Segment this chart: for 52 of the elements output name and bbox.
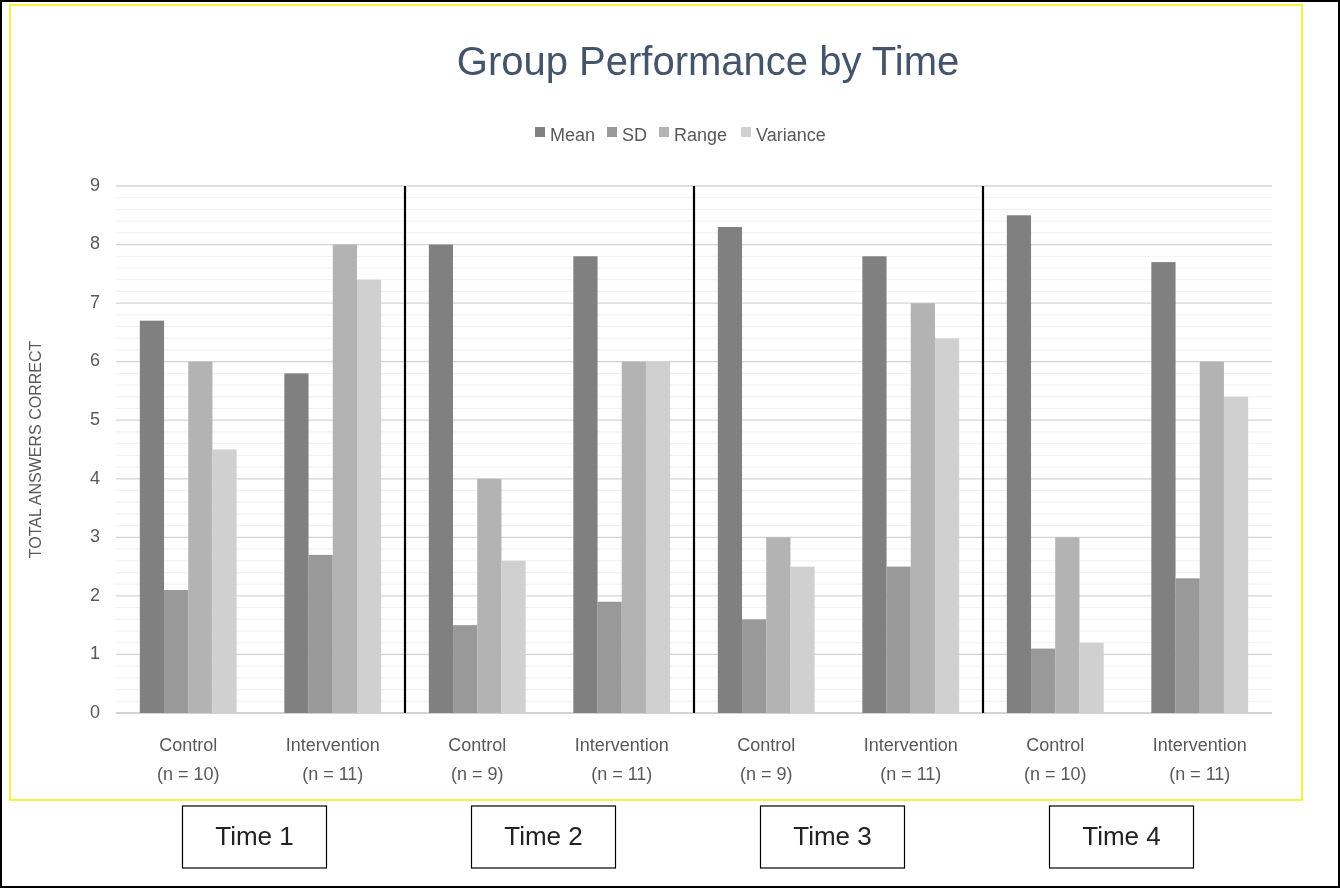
bar [910, 303, 935, 713]
bar [1175, 578, 1200, 713]
y-tick-label: 6 [89, 350, 100, 371]
y-tick-label: 9 [89, 174, 100, 195]
legend-label: SD [622, 124, 648, 145]
bar [717, 226, 743, 713]
text: Time 1 [215, 820, 294, 851]
x-tick-label: Intervention (n = 11) [574, 735, 669, 784]
bar [164, 590, 189, 713]
y-tick-label: 2 [89, 584, 100, 605]
y-tick-label: 0 [89, 701, 100, 722]
x-tick-label: Intervention (n = 11) [285, 735, 380, 784]
bar [621, 361, 646, 713]
bar [308, 554, 333, 713]
bar [886, 566, 911, 713]
bar [139, 320, 165, 713]
bar [1006, 215, 1032, 713]
bar [284, 373, 309, 713]
bar [428, 244, 454, 713]
text: Time 4 [1082, 820, 1161, 851]
y-axis-title: TOTAL ANSWERS CORRECT [27, 340, 44, 559]
text: Time 3 [793, 820, 872, 851]
bar [573, 256, 598, 713]
x-tick-label: Intervention (n = 11) [863, 735, 958, 784]
chart-title: Group Performance by Time [456, 39, 960, 83]
x-tick-label: Control (n = 10) [156, 735, 220, 784]
y-tick-label: 8 [89, 233, 100, 254]
bar [332, 244, 357, 713]
text: Time 2 [504, 820, 583, 851]
bar [453, 625, 478, 713]
x-tick-label: Control (n = 9) [737, 735, 796, 784]
bar [766, 537, 791, 713]
y-tick-label: 3 [89, 526, 100, 547]
bar [188, 361, 213, 713]
legend-label: Range [674, 124, 728, 145]
y-tick-label: 4 [89, 467, 100, 488]
legend-label: Variance [756, 124, 826, 145]
y-tick-label: 7 [89, 291, 100, 312]
y-tick-label: 5 [89, 408, 100, 429]
bar [477, 478, 502, 713]
x-tick-label: Control (n = 9) [448, 735, 507, 784]
bar [742, 619, 767, 713]
x-tick-label: Intervention (n = 11) [1152, 735, 1247, 784]
bar [597, 601, 622, 713]
bar [1151, 262, 1176, 713]
bar [862, 256, 887, 713]
bar [1031, 648, 1056, 713]
legend-label: Mean [550, 124, 596, 145]
bar [1055, 537, 1080, 713]
x-tick-label: Control (n = 10) [1023, 735, 1087, 784]
bar [1199, 361, 1224, 713]
y-tick-label: 1 [89, 643, 100, 664]
